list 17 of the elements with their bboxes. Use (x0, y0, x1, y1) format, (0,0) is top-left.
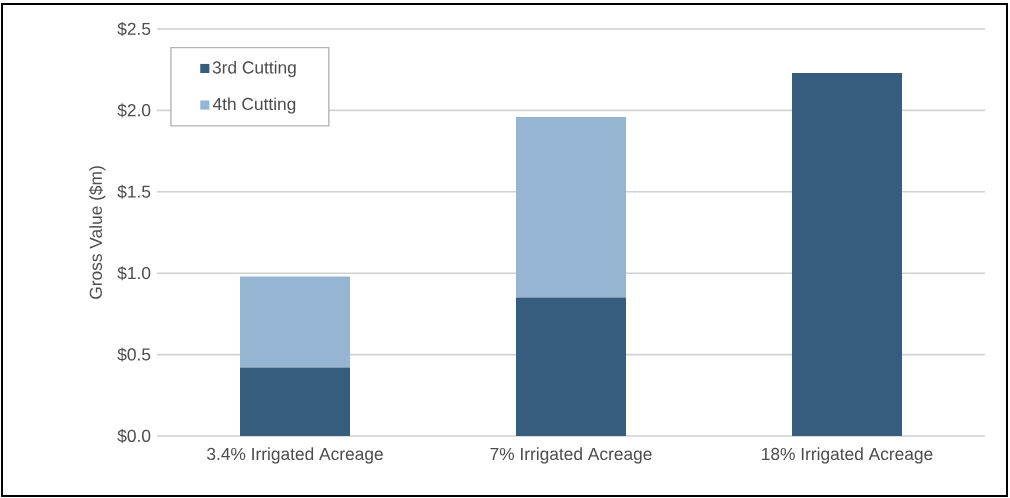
y-tick-label: $1.5 (117, 184, 151, 199)
y-tick-label: $1.0 (117, 266, 151, 281)
bar (516, 116, 626, 298)
y-tick-label: $0.5 (117, 347, 151, 362)
legend-label: 3rd Cutting (212, 60, 296, 78)
bar (240, 276, 351, 368)
x-tick-label: 3.4% Irrigated Acreage (207, 447, 383, 464)
bar (240, 367, 351, 436)
bar (516, 297, 626, 436)
y-axis-title: Gross Value ($m) (88, 166, 106, 299)
y-tick-label: $2.0 (117, 103, 151, 118)
bar (792, 72, 902, 436)
legend-label: 4th Cutting (212, 97, 296, 114)
y-tick-label: $0.0 (117, 428, 151, 443)
x-tick-label: 7% Irrigated Acreage (490, 447, 652, 464)
y-tick-label: $2.5 (117, 21, 151, 36)
x-tick-label: 18% Irrigated Acreage (762, 447, 933, 464)
